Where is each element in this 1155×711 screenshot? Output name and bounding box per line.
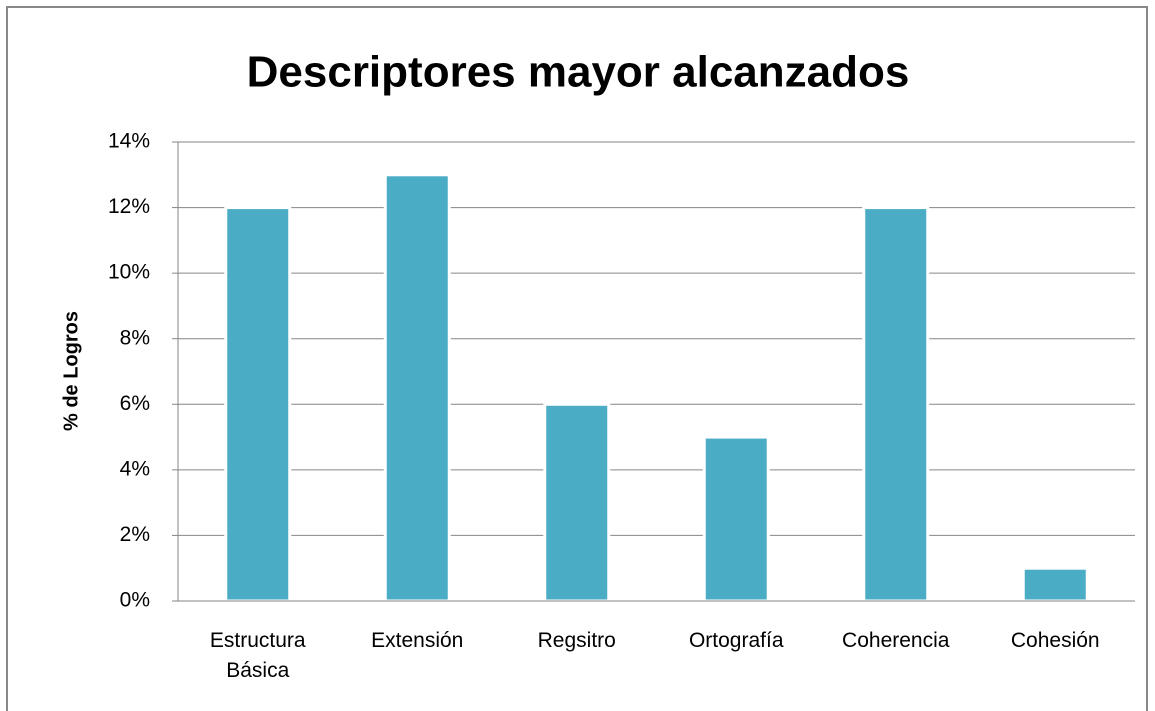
x-tick-label: Ortografía — [688, 629, 784, 652]
bar — [1021, 566, 1089, 603]
y-tick-label: 4% — [120, 457, 150, 480]
y-tick-label: 14% — [108, 130, 150, 153]
x-tick-label: Regsitro — [537, 629, 616, 652]
bar — [702, 435, 770, 603]
bar — [543, 402, 611, 603]
y-tick-label: 12% — [108, 195, 150, 218]
y-tick-label: 0% — [120, 589, 150, 612]
x-tick-label: Extensión — [371, 629, 464, 652]
x-tick-label: Cohesión — [1010, 629, 1100, 652]
chart-title: Descriptores mayor alcanzados — [247, 48, 910, 97]
y-axis-label: % de Logros — [60, 311, 82, 431]
bar — [862, 206, 930, 603]
bar — [383, 173, 451, 603]
y-tick-label: 10% — [108, 261, 150, 284]
y-tick-label: 8% — [120, 326, 150, 349]
bar — [224, 206, 292, 603]
y-tick-label: 2% — [120, 523, 150, 546]
x-tick-label: Coherencia — [842, 629, 950, 652]
y-tick-label: 6% — [120, 392, 150, 415]
x-tick-label: Estructura Básica — [209, 629, 306, 682]
